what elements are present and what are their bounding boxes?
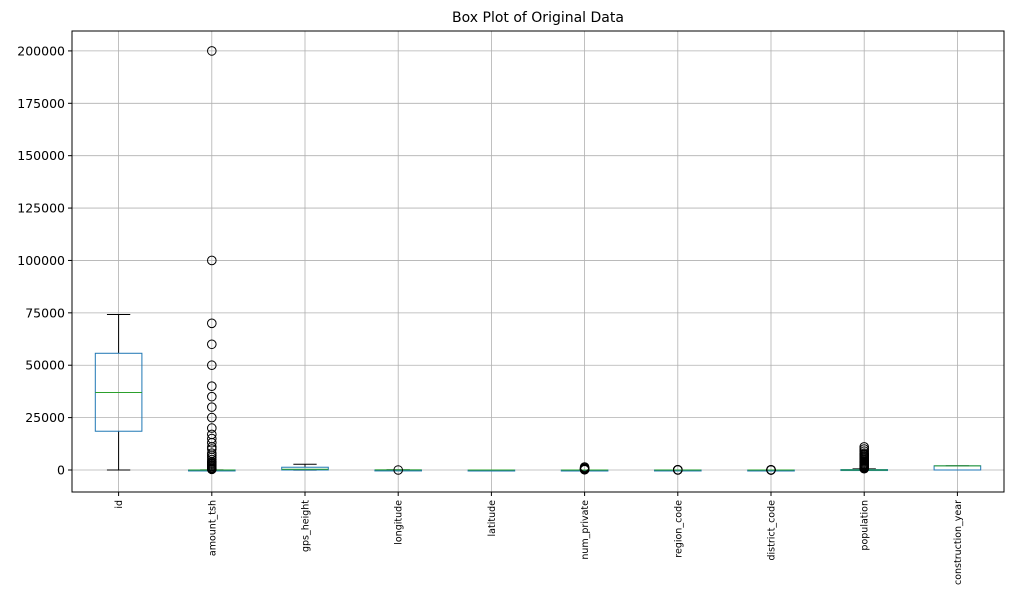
outlier-point <box>859 463 870 474</box>
x-tick-label: num_private <box>580 500 591 560</box>
x-tick-label: region_code <box>673 500 684 558</box>
outlier-point <box>207 255 217 266</box>
boxes <box>94 46 982 475</box>
x-axis: id amount_tsh gps_height longitude latitude n… <box>114 492 964 585</box>
grid-lines <box>72 31 1004 492</box>
x-tick-label: latitude <box>487 500 498 537</box>
y-tick-label: 25000 <box>25 410 65 425</box>
box-latitude <box>467 469 516 472</box>
outlier-point <box>207 339 217 350</box>
x-tick-label: population <box>860 500 871 551</box>
outlier-point <box>207 437 217 448</box>
y-tick-label: 100000 <box>17 253 65 268</box>
y-axis: 0 25000 50000 75000 100000 125000 150000 175000… <box>17 43 72 477</box>
y-tick-label: 75000 <box>25 305 65 320</box>
box-longitude <box>374 465 422 475</box>
outlier-point <box>207 402 217 412</box>
x-tick-label: id <box>114 500 125 509</box>
outlier-point <box>207 464 217 475</box>
outlier-point <box>207 381 217 391</box>
y-tick-label: 175000 <box>17 96 65 111</box>
y-tick-label: 50000 <box>25 358 65 373</box>
box-iqr <box>281 466 329 471</box>
outlier-point <box>207 423 217 433</box>
outlier-point <box>673 464 683 475</box>
outlier-point <box>766 465 776 475</box>
outlier-point <box>207 318 217 329</box>
box-district_code <box>747 465 795 475</box>
x-tick-label: gps_height <box>301 500 312 552</box>
box-id <box>94 314 143 471</box>
box-construction_year <box>933 465 982 471</box>
x-tick-label: longitude <box>394 500 405 545</box>
outlier-point <box>207 360 217 371</box>
outlier-point <box>207 412 217 423</box>
y-tick-label: 125000 <box>17 201 65 216</box>
x-tick-label: amount_tsh <box>207 500 218 556</box>
outlier-point <box>207 46 217 56</box>
box-population <box>840 442 889 474</box>
outlier-point <box>207 391 217 402</box>
plot-frame <box>71 30 1005 493</box>
chart-title: Box Plot of Original Data <box>452 10 624 26</box>
outlier-point <box>393 465 404 475</box>
y-tick-label: 150000 <box>17 148 65 163</box>
x-tick-label: construction_year <box>953 500 964 585</box>
box-amount_tsh <box>188 46 236 475</box>
x-tick-label: district_code <box>767 500 778 561</box>
box-gps_height <box>281 463 329 471</box>
box-num_private <box>560 462 609 475</box>
y-tick-label: 0 <box>57 462 65 477</box>
box-region_code <box>654 464 702 475</box>
y-tick-label: 200000 <box>17 43 65 58</box>
outlier-point <box>579 462 590 472</box>
